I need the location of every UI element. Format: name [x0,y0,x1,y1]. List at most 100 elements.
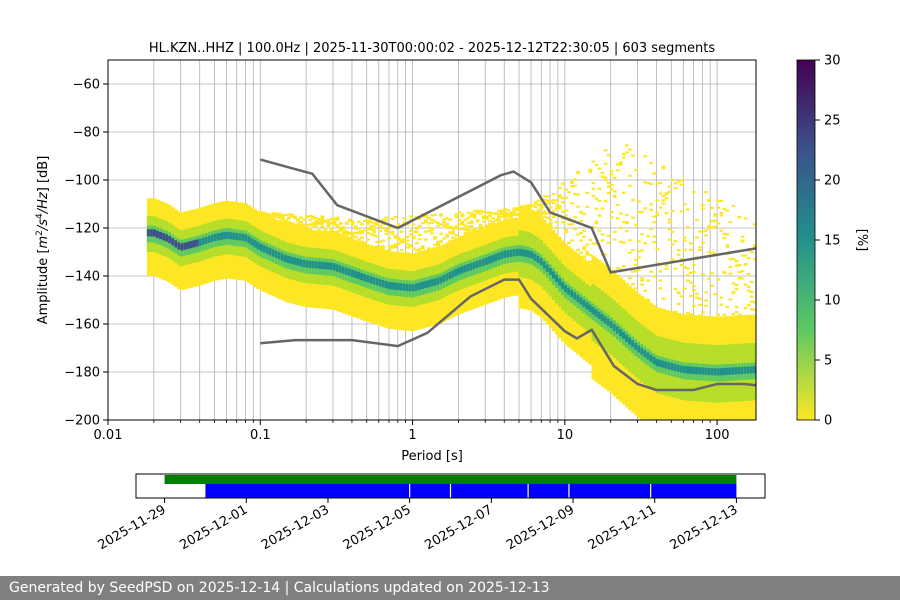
heatmap-cell [320,261,325,270]
heatmap-cell [661,165,666,168]
heatmap-cell [472,213,477,216]
heatmap-cell [551,198,556,202]
heatmap-cell [652,215,657,218]
heatmap-cell [271,218,276,221]
heatmap-cell [542,212,547,215]
heatmap-cell [372,234,376,237]
heatmap-cell [606,234,611,238]
heatmap-cell [387,245,392,248]
heatmap-cell [634,258,638,262]
heatmap-cell [542,195,547,198]
heatmap-cell [539,212,544,215]
heatmap-cell [734,283,739,287]
heatmap-cell [746,285,751,288]
heatmap-cell [259,211,264,214]
heatmap-cell [286,223,291,226]
heatmap-cell [676,291,681,295]
heatmap-cell [369,220,373,224]
heatmap-cell [491,221,495,224]
heatmap-cell [676,249,681,252]
heatmap-cell [512,218,516,221]
y-axis-label-part: ] [dB] [36,156,51,193]
heatmap-cell [515,208,520,212]
heatmap-cell [363,229,367,232]
heatmap-cell [564,209,568,212]
heatmap-cell [472,229,477,232]
heatmap-cell [597,187,602,190]
heatmap-cell [710,284,714,287]
heatmap-cell [545,264,550,272]
heatmap-cell [719,229,724,232]
heatmap-cell [460,220,465,224]
heatmap-cell [466,225,471,228]
heatmap-cell [618,161,623,164]
heatmap-cell [539,205,544,209]
heatmap-cell [606,241,611,244]
heatmap-cell [692,366,696,374]
heatmap-cell [338,226,343,229]
heatmap-cell [664,197,669,200]
heatmap-cell [156,230,160,238]
heatmap-cell [631,270,635,273]
heatmap-cell [655,199,660,202]
heatmap-cell [719,303,724,306]
heatmap-cell [329,262,334,270]
heatmap-cell [430,232,434,235]
heatmap-cell [734,305,739,309]
heatmap-cell [472,216,477,219]
heatmap-cell [698,297,702,301]
heatmap-cell [232,232,236,240]
heatmap-cell [661,202,666,205]
heatmap-cell [384,281,389,289]
heatmap-cell [704,229,708,232]
heatmap-cell [740,277,745,280]
x-tick-label: 1 [408,428,416,443]
heatmap-cell [268,214,273,217]
heatmap-cell [424,219,428,222]
heatmap-cell [521,249,526,257]
heatmap-cell [460,228,465,231]
heatmap-cell [527,206,532,209]
heatmap-cell [722,207,727,211]
heatmap-cell [296,225,300,228]
heatmap-cell [375,235,379,238]
heatmap-cell [551,209,556,213]
heatmap-cell [612,176,617,179]
heatmap-cell [527,250,532,258]
heatmap-cell [478,225,483,228]
heatmap-cell [561,210,565,213]
heatmap-cell [314,223,319,226]
heatmap-cell [290,214,294,217]
heatmap-cell [360,232,364,235]
heatmap-cell [338,221,343,225]
heatmap-cell [277,220,282,223]
heatmap-cell [335,230,340,233]
y-axis-label: Amplitude [m2/s4/Hz] [dB] [35,156,51,325]
heatmap-cell [296,258,300,266]
heatmap-cell [542,216,547,219]
heatmap-cell [417,224,422,228]
heatmap-cell [381,227,386,230]
heatmap-cell [682,239,687,242]
heatmap-cell [631,283,635,286]
heatmap-cell [515,248,520,256]
psd-figure: HL.KZN..HHZ | 100.0Hz | 2025-11-30T00:00… [35,41,869,553]
heatmap-cell [539,213,544,216]
heatmap-cell [719,214,724,217]
heatmap-cell [749,290,754,294]
heatmap-cell [603,162,608,165]
heatmap-cell [283,221,288,225]
heatmap-cell [695,236,699,239]
heatmap-cell [189,240,194,249]
heatmap-cell [734,367,739,375]
heatmap-cell [585,205,590,208]
heatmap-cell [585,253,590,256]
heatmap-cell [317,221,322,224]
heatmap-cell [588,254,593,257]
heatmap-cell [545,212,550,215]
heatmap-cell [564,231,568,234]
heatmap-cell [582,246,587,249]
heatmap-cell [414,248,419,252]
heatmap-cell [210,234,215,242]
heatmap-cell [280,216,285,219]
